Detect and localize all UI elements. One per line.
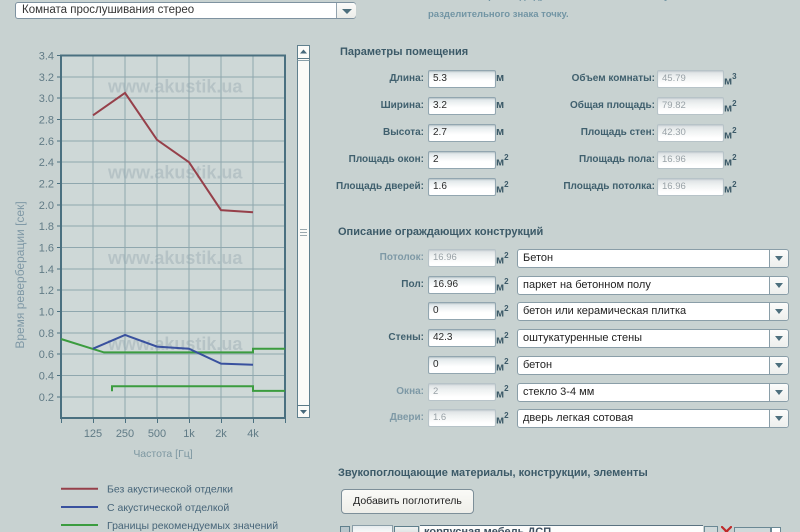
- svg-text:www.akustik.ua: www.akustik.ua: [107, 77, 243, 97]
- svg-text:3.0: 3.0: [39, 93, 54, 105]
- svg-text:2k: 2k: [215, 428, 227, 440]
- svg-text:3.2: 3.2: [39, 72, 54, 84]
- svg-text:2.2: 2.2: [39, 179, 54, 191]
- svg-text:1.4: 1.4: [39, 264, 54, 276]
- svg-text:Без акустической отделки: Без акустической отделки: [107, 484, 233, 496]
- svg-text:Границы рекомендуемых значений: Границы рекомендуемых значений: [107, 520, 278, 532]
- svg-text:2.4: 2.4: [39, 157, 54, 169]
- svg-text:125: 125: [84, 428, 102, 440]
- svg-text:4k: 4k: [247, 428, 259, 440]
- svg-text:Частота [Гц]: Частота [Гц]: [133, 448, 192, 460]
- svg-text:www.akustik.ua: www.akustik.ua: [107, 162, 243, 182]
- svg-text:1k: 1k: [183, 428, 195, 440]
- svg-text:2.6: 2.6: [39, 136, 54, 148]
- svg-text:2.0: 2.0: [39, 200, 54, 212]
- svg-text:500: 500: [148, 428, 166, 440]
- svg-text:С акустической отделкой: С акустической отделкой: [107, 502, 229, 514]
- svg-text:250: 250: [116, 428, 134, 440]
- svg-text:1.6: 1.6: [39, 243, 54, 255]
- svg-text:1.0: 1.0: [39, 307, 54, 319]
- svg-text:3.4: 3.4: [39, 51, 54, 63]
- svg-text:0.2: 0.2: [39, 392, 54, 404]
- svg-text:1.8: 1.8: [39, 221, 54, 233]
- svg-text:0.8: 0.8: [39, 328, 54, 340]
- svg-text:www.akustik.ua: www.akustik.ua: [107, 334, 243, 354]
- svg-text:Время реверберации [сек]: Время реверберации [сек]: [13, 201, 27, 348]
- svg-text:0.6: 0.6: [39, 349, 54, 361]
- svg-text:1.2: 1.2: [39, 285, 54, 297]
- svg-text:0.4: 0.4: [39, 370, 54, 382]
- svg-text:www.akustik.ua: www.akustik.ua: [107, 248, 243, 268]
- svg-text:2.8: 2.8: [39, 115, 54, 127]
